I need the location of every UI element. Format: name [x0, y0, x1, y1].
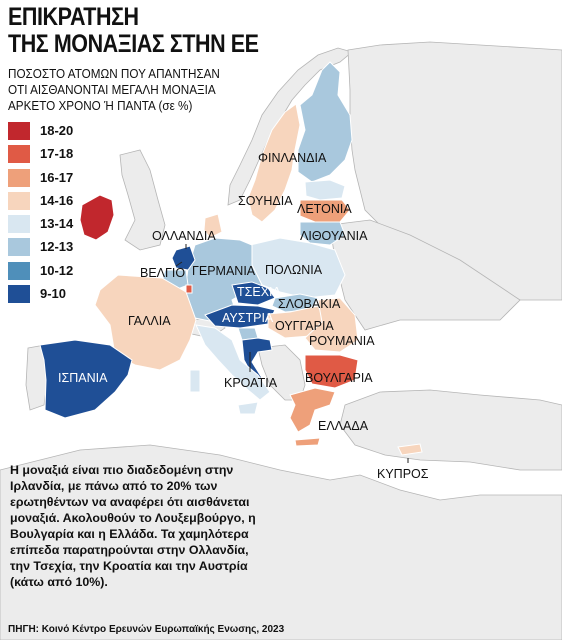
- page-title: ΕΠΙΚΡΑΤΗΣΗ ΤΗΣ ΜΟΝΑΞΙΑΣ ΣΤΗΝ ΕΕ: [8, 4, 259, 58]
- label-lithuania: ΛΙΘΟΥΑΝΙΑ: [300, 229, 368, 243]
- label-slovakia: ΣΛΟΒΑΚΙΑ: [278, 297, 341, 311]
- france-region: [94, 274, 197, 371]
- label-poland: ΠΟΛΩΝΙΑ: [265, 263, 323, 277]
- cyprus-region: [397, 443, 423, 456]
- legend-label: 18-20: [40, 123, 74, 138]
- label-hungary: ΟΥΓΓΑΡΙΑ: [275, 319, 334, 333]
- eu-countries: [39, 61, 423, 456]
- title-line-2: ΤΗΣ ΜΟΝΑΞΙΑΣ ΣΤΗΝ ΕΕ: [8, 30, 259, 58]
- background-land: [0, 41, 562, 640]
- label-cyprus: ΚΥΠΡΟΣ: [377, 467, 429, 481]
- source-note: ΠΗΓΗ: Κοινό Κέντρο Ερευνών Ευρωπαϊκής Εν…: [8, 624, 285, 635]
- sardinia-region: [189, 369, 201, 393]
- legend-label: 12-13: [40, 239, 74, 255]
- denmark-region: [203, 213, 223, 239]
- legend-swatch: [8, 238, 30, 257]
- label-austria: ΑΥΣΤΡΙΑ: [222, 311, 274, 325]
- finland-region: [297, 61, 353, 183]
- subtitle-line-2: ΟΤΙ ΑΙΣΘΑΝΟΝΤΑΙ ΜΕΓΑΛΗ ΜΟΝΑΞΙΑ: [8, 82, 216, 97]
- subtitle-line-3: ΑΡΚΕΤΟ ΧΡΟΝΟ Ή ΠΑΝΤΑ (σε %): [8, 98, 193, 113]
- subtitle: ΠΟΣΟΣΤΟ ΑΤΟΜΩΝ ΠΟΥ ΑΠΑΝΤΗΣΑΝ ΟΤΙ ΑΙΣΘΑΝΟ…: [8, 66, 220, 114]
- sweden-region: [247, 103, 301, 223]
- italy-region: [195, 324, 271, 401]
- label-sweden: ΣΟΥΗΔΙΑ: [238, 194, 293, 208]
- label-france: ΓΑΛΛΙΑ: [128, 314, 171, 328]
- greece-region: [289, 387, 336, 433]
- label-croatia: ΚΡΟΑΤΙΑ: [224, 376, 278, 390]
- legend-swatch: [8, 261, 30, 280]
- label-bulgaria: ΒΟΥΛΓΑΡΙΑ: [305, 371, 373, 385]
- legend-swatch: [8, 285, 30, 304]
- subtitle-line-1: ΠΟΣΟΣΤΟ ΑΤΟΜΩΝ ΠΟΥ ΑΠΑΝΤΗΣΑΝ: [8, 66, 220, 81]
- label-netherlands: ΟΛΛΑΝΔΙΑ: [152, 229, 216, 243]
- romania-region: [304, 297, 359, 353]
- sicily-region: [237, 401, 259, 415]
- label-romania: ΡΟΥΜΑΝΙΑ: [309, 334, 375, 348]
- legend-swatch: [8, 191, 30, 210]
- legend-label: 17-18: [40, 146, 74, 162]
- luxembourg-region: [185, 284, 193, 294]
- lithuania-region: [299, 221, 346, 246]
- spain-region: [39, 339, 133, 419]
- legend-swatch: [8, 215, 30, 234]
- legend-swatch: [8, 122, 30, 140]
- legend-label: 13-14: [40, 216, 74, 232]
- description-text: Η μοναξιά είναι πιο διαδεδομένη στην Ιρλ…: [10, 463, 256, 589]
- label-greece: ΕΛΛΑΔΑ: [318, 419, 369, 433]
- legend-label: 14-16: [40, 192, 74, 208]
- legend-swatch: [8, 168, 30, 187]
- bulgaria-region: [304, 354, 359, 389]
- legend-label: 10-12: [40, 262, 74, 278]
- label-czechia: ΤΣΕΧΙΑ: [237, 285, 282, 299]
- legend-swatch: [8, 145, 30, 164]
- legend-label: 9-10: [40, 286, 67, 302]
- label-finland: ΦΙΝΛΑΝΔΙΑ: [258, 151, 327, 165]
- label-belgium: ΒΕΛΓΙΟ: [140, 266, 185, 280]
- legend-label: 16-17: [40, 169, 74, 185]
- label-latvia: ΛΕΤΟΝΙΑ: [297, 202, 352, 216]
- crete-region: [294, 437, 321, 447]
- label-spain: ΙΣΠΑΝΙΑ: [58, 371, 108, 385]
- netherlands-region: [171, 245, 196, 271]
- latvia-region: [299, 199, 351, 223]
- label-germany: ΓΕΡΜΑΝΙΑ: [192, 264, 256, 278]
- ireland-region: [79, 194, 115, 241]
- leader-lines: [175, 244, 409, 463]
- estonia-region: [304, 179, 346, 201]
- title-line-1: ΕΠΙΚΡΑΤΗΣΗ: [8, 3, 139, 31]
